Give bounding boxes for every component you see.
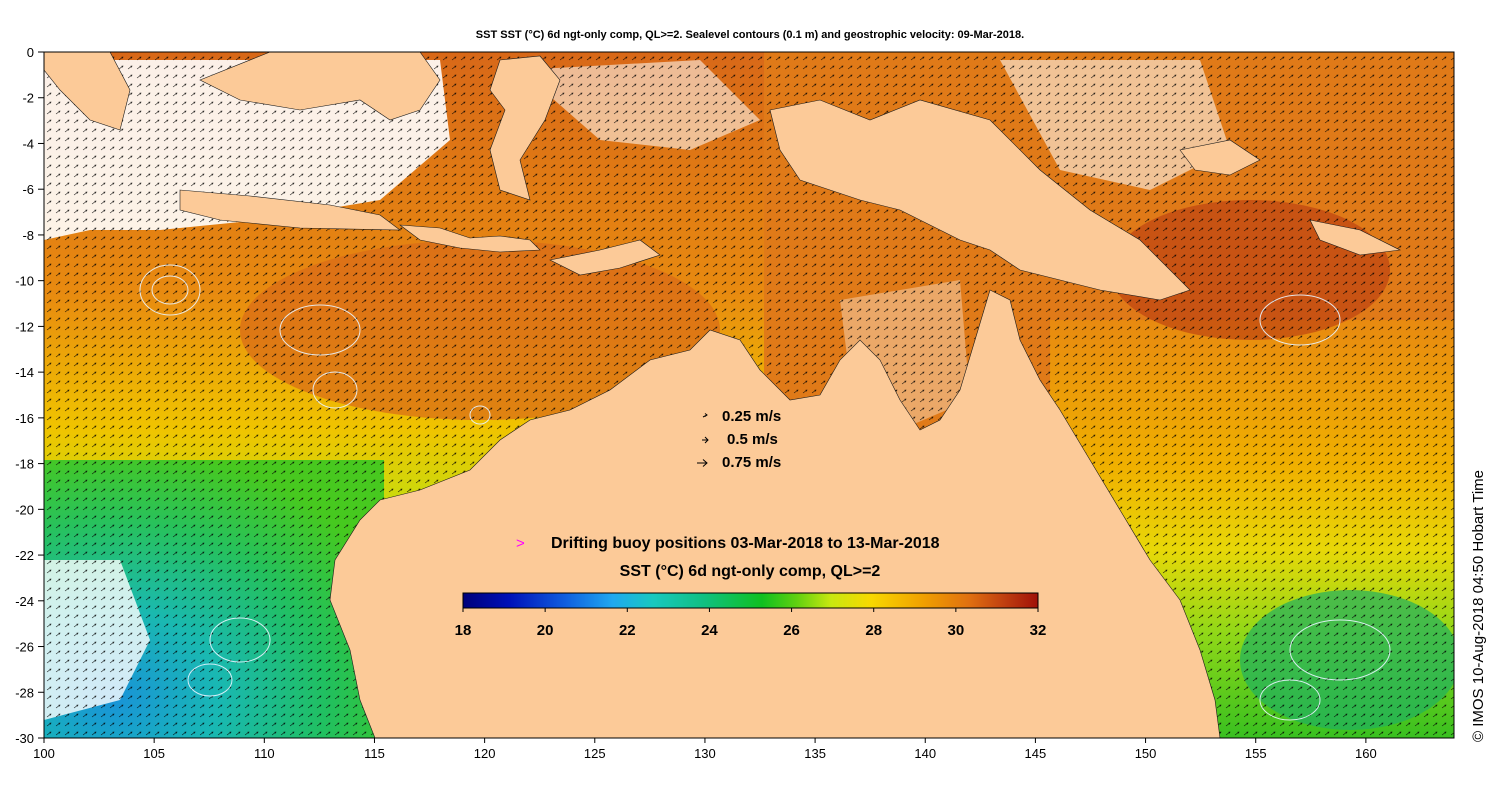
x-tick-label: 110 [254, 746, 275, 761]
colorbar-tick-label: 22 [619, 622, 636, 639]
x-tick-label: 115 [364, 746, 385, 761]
x-tick-label: 150 [1135, 746, 1157, 761]
y-tick-label: -12 [15, 319, 34, 334]
land-masses [44, 52, 1402, 738]
colorbar-ticks: 18 20 22 24 26 28 30 32 [455, 608, 1047, 639]
buoy-legend: > Drifting buoy positions 03-Mar-2018 to… [516, 535, 940, 552]
y-tick-label: -6 [22, 182, 34, 197]
colorbar-tick-label: 18 [455, 622, 472, 639]
y-tick-label: -8 [22, 228, 34, 243]
buoy-symbol-icon: > [516, 535, 525, 552]
colorbar-title: SST (°C) 6d ngt-only comp, QL>=2 [620, 563, 881, 580]
velocity-legend: 0.25 m/s 0.5 m/s 0.75 m/s [697, 408, 781, 471]
velocity-arrow-icon [702, 413, 708, 418]
y-axis: 0 -2 -4 -6 -8 -10 -12 -14 -16 -18 -20 -22 -24 -26 -28 -… [15, 45, 44, 746]
colorbar-gradient [462, 592, 1039, 609]
y-tick-label: -30 [15, 731, 34, 746]
colorbar: SST (°C) 6d ngt-only comp, QL>=2 18 20 22 2… [455, 563, 1047, 639]
buoy-legend-label: Drifting buoy positions 03-Mar-2018 to 1… [551, 535, 940, 552]
x-tick-label: 105 [143, 746, 165, 761]
x-tick-label: 125 [584, 746, 606, 761]
velocity-arrow-icon [702, 436, 709, 444]
x-tick-label: 160 [1355, 746, 1377, 761]
y-tick-label: -24 [15, 594, 34, 609]
y-tick-label: -22 [15, 548, 34, 563]
colorbar-tick-label: 28 [865, 622, 882, 639]
x-tick-label: 130 [694, 746, 716, 761]
colorbar-tick-label: 20 [537, 622, 554, 639]
colorbar-tick-label: 24 [701, 622, 718, 639]
velocity-label: 0.5 m/s [727, 431, 778, 448]
y-tick-label: 0 [27, 45, 34, 60]
colorbar-tick-label: 26 [783, 622, 800, 639]
x-tick-label: 100 [33, 746, 55, 761]
y-tick-label: -16 [15, 411, 34, 426]
y-tick-label: -18 [15, 457, 34, 472]
y-tick-label: -10 [15, 274, 34, 289]
y-tick-label: -26 [15, 640, 34, 655]
colorbar-tick-label: 32 [1030, 622, 1047, 639]
x-tick-label: 145 [1025, 746, 1047, 761]
y-tick-label: -4 [22, 136, 34, 151]
y-tick-label: -14 [15, 365, 34, 380]
x-tick-label: 135 [804, 746, 826, 761]
map-title: SST SST (°C) 6d ngt-only comp, QL>=2. Se… [475, 29, 1025, 41]
x-axis: 100 105 110 115 120 125 130 135 140 145 150 155 160 [33, 738, 1377, 761]
x-tick-label: 155 [1245, 746, 1267, 761]
x-tick-label: 120 [474, 746, 496, 761]
y-tick-label: -20 [15, 502, 34, 517]
y-tick-label: -28 [15, 685, 34, 700]
x-tick-label: 140 [914, 746, 936, 761]
velocity-label: 0.75 m/s [722, 454, 781, 471]
velocity-arrow-icon [697, 459, 708, 467]
colorbar-tick-label: 30 [948, 622, 965, 639]
credit-text: © IMOS 10-Aug-2018 04:50 Hobart Time [1470, 469, 1487, 742]
y-tick-label: -2 [22, 91, 34, 106]
plot-frame [43, 51, 1455, 739]
velocity-label: 0.25 m/s [722, 408, 781, 425]
